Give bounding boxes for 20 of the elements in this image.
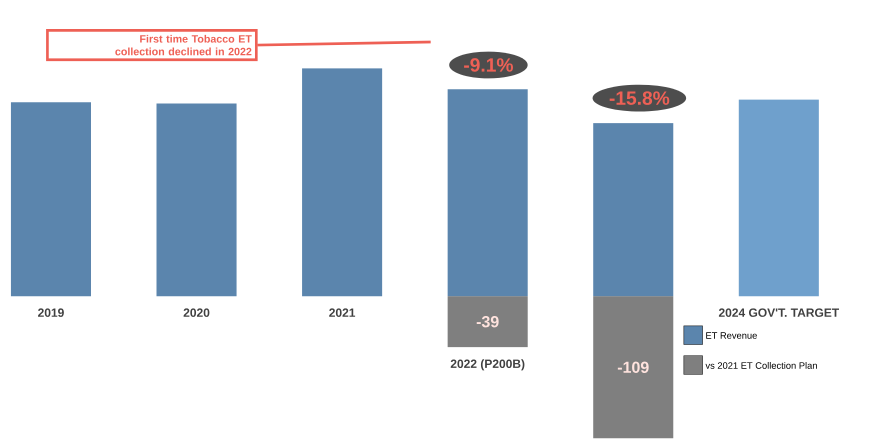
bar <box>10 102 91 296</box>
data-label: -109 <box>618 362 649 373</box>
bar <box>448 296 528 348</box>
bar <box>302 68 382 296</box>
text: First time Tobacco ET collection declined in 2022 <box>115 34 252 56</box>
legend-label: vs 2021 ET Collection Plan <box>705 362 817 369</box>
x-tick-label: 2022 (P200B) <box>450 359 524 370</box>
x-tick-label: 2021 <box>329 308 356 317</box>
bar <box>738 100 819 296</box>
annotation: -9.1% <box>464 58 513 72</box>
x-tick-label: 2024 GOV'T. TARGET <box>718 308 840 317</box>
x-tick-label: 2019 <box>38 308 64 317</box>
annotation: -15.8% <box>610 91 670 105</box>
x-tick-label: 2020 <box>184 308 210 317</box>
data-label: -39 <box>476 316 499 328</box>
bar <box>156 104 237 296</box>
bar <box>448 89 528 296</box>
legend-label: ET Revenue <box>706 332 757 339</box>
bar <box>593 123 674 296</box>
bar <box>593 296 674 438</box>
